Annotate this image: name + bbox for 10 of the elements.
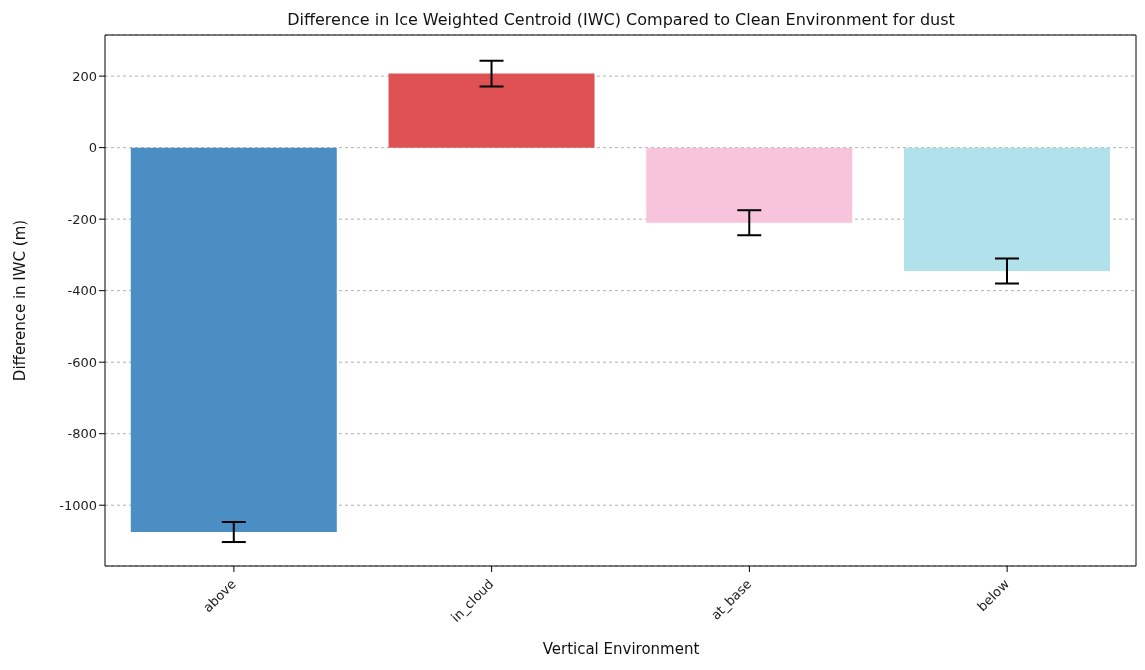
y-tick-label: -1000	[59, 497, 97, 513]
y-axis-title: Difference in IWC (m)	[11, 219, 30, 382]
y-tick-label: -800	[67, 426, 97, 442]
chart-title: Difference in Ice Weighted Centroid (IWC) Compared to Clean Environment for dust	[286, 10, 956, 29]
x-axis-title: Vertical Environment	[541, 640, 701, 658]
y-tick-label: -600	[67, 354, 97, 370]
y-tick-label: -400	[67, 283, 97, 299]
y-tick-label: 200	[72, 68, 97, 84]
y-tick-label: -200	[67, 211, 97, 227]
y-tick-label: 0	[88, 140, 97, 156]
